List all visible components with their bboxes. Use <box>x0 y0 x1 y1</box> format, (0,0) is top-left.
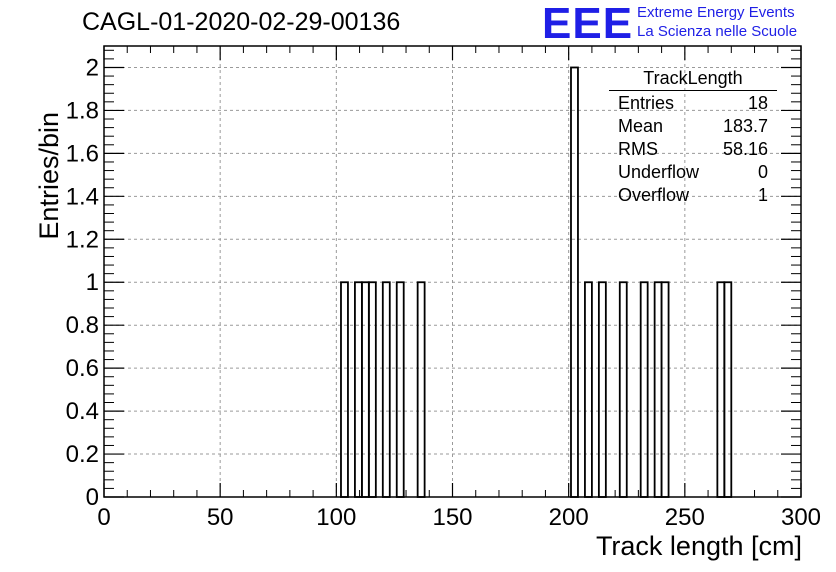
stats-row: Entries 18 <box>609 92 777 115</box>
grid-lines <box>104 46 801 497</box>
x-tick-label: 250 <box>665 504 705 531</box>
histogram-bar <box>416 281 426 498</box>
y-tick-label: 0.8 <box>66 312 99 339</box>
stats-value: 0 <box>757 162 768 182</box>
plot-frame <box>103 45 802 498</box>
stats-value: 183.7 <box>722 116 768 136</box>
x-tick-label: 50 <box>207 504 234 531</box>
histogram-bar <box>723 281 733 498</box>
logo-line-2: La Scienza nelle Scuole <box>637 23 798 40</box>
histogram-bar <box>660 281 670 498</box>
histogram-bar <box>716 281 726 498</box>
y-tick-label: 1.4 <box>66 183 99 210</box>
logo-line-1: Extreme Energy Events <box>637 4 795 21</box>
y-tick-label: 1.8 <box>66 97 99 124</box>
x-tick-label: 150 <box>432 504 472 531</box>
histogram-bar <box>381 281 391 498</box>
stats-label: RMS <box>618 139 658 159</box>
y-tick-label: 2 <box>86 54 99 81</box>
tick-labels: 0 50 100 150 200 250 300 0 0.2 0.4 0.6 0.8 1 1.2 1.4 1.… <box>66 54 821 531</box>
y-tick-label: 1 <box>86 269 99 296</box>
x-tick-label: 200 <box>549 504 589 531</box>
stats-value: 1 <box>757 185 768 205</box>
histogram-bar <box>367 281 377 498</box>
y-axis-label: Entries/bin <box>34 112 64 240</box>
stats-label: Entries <box>618 93 675 113</box>
y-tick-label: 1.2 <box>66 226 99 253</box>
histogram-bar <box>653 281 663 498</box>
histogram-bar <box>584 281 593 498</box>
x-tick-label: 100 <box>316 504 356 531</box>
histogram-bar <box>597 281 607 498</box>
histogram-bar <box>639 281 649 498</box>
x-tick-label: 300 <box>781 504 821 531</box>
axis-ticks <box>103 46 802 498</box>
y-tick-label: 0.6 <box>66 355 99 382</box>
stats-value: 18 <box>747 93 768 113</box>
histogram-bar <box>618 281 628 498</box>
chart-title: CAGL-01-2020-02-29-00136 <box>82 8 401 36</box>
y-tick-label: 0.2 <box>66 441 99 468</box>
stats-box: TrackLength Entries 18 Mean 183.7 RMS 58… <box>609 68 777 207</box>
histogram-bar <box>360 281 370 498</box>
stats-row: Underflow 0 <box>609 161 777 184</box>
histogram-bar <box>340 281 349 498</box>
eee-logo-text: Extreme Energy Events La Scienza nelle S… <box>637 3 797 41</box>
y-tick-label: 1.6 <box>66 140 99 167</box>
x-axis-label: Track length [cm] <box>595 531 802 561</box>
stats-row: RMS 58.16 <box>609 138 777 161</box>
stats-row: Mean 183.7 <box>609 115 777 138</box>
histogram-bar <box>354 281 363 498</box>
x-tick-label: 0 <box>97 504 110 531</box>
y-tick-label: 0 <box>86 484 99 511</box>
stats-label: Overflow <box>618 185 690 205</box>
stats-row: Overflow 1 <box>609 184 777 207</box>
stats-label: Mean <box>618 116 664 136</box>
histogram-bar <box>395 281 405 498</box>
eee-logo-mark: EEE <box>542 0 634 48</box>
stats-label: Underflow <box>618 162 700 182</box>
y-tick-label: 0.4 <box>66 398 99 425</box>
stats-value: 58.16 <box>722 139 768 159</box>
stats-box-title: TrackLength <box>609 68 777 91</box>
